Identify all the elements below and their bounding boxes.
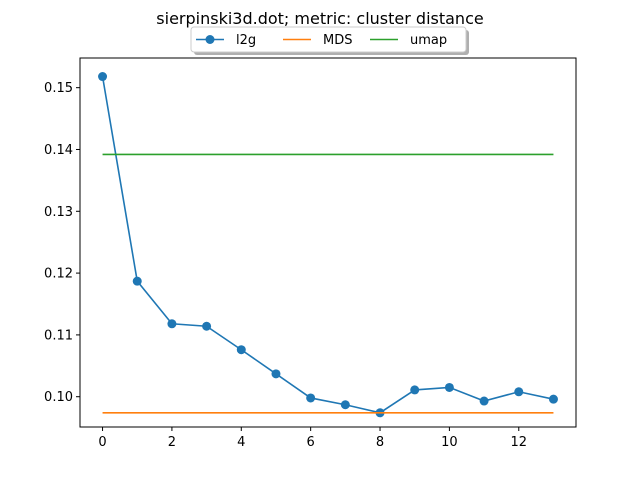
- plot-frame: [79, 57, 577, 428]
- data-point-l2g: [444, 382, 454, 392]
- x-tick-label: 8: [376, 435, 384, 450]
- data-point-l2g: [236, 345, 246, 355]
- data-point-l2g: [340, 400, 350, 410]
- x-tick-label: 4: [237, 435, 245, 450]
- data-point-l2g: [202, 321, 212, 331]
- legend-label-l2g: l2g: [236, 33, 256, 48]
- data-point-l2g: [98, 72, 108, 82]
- data-point-l2g: [271, 369, 281, 379]
- y-tick-label: 0.10: [44, 390, 73, 405]
- data-point-l2g: [548, 394, 558, 404]
- axis-layer: 0 2 4 6 8 10 12 0.10 0.11 0.12 0.13 0.14 0.15: [44, 81, 527, 450]
- y-tick-label: 0.15: [44, 81, 73, 96]
- legend-label-umap: umap: [410, 33, 447, 48]
- x-tick-label: 6: [307, 435, 315, 450]
- series-layer: [98, 72, 558, 418]
- x-tick-label: 10: [441, 435, 458, 450]
- y-tick-label: 0.14: [44, 143, 73, 158]
- legend: l2g MDS umap: [190, 26, 469, 55]
- data-point-l2g: [514, 387, 524, 397]
- data-point-l2g: [479, 396, 489, 406]
- series-line-l2g: [101, 76, 554, 414]
- x-tick-label: 2: [168, 435, 176, 450]
- legend-label-mds: MDS: [323, 33, 352, 48]
- data-point-l2g: [410, 385, 420, 395]
- legend-box: [190, 26, 467, 53]
- data-point-l2g: [132, 276, 142, 286]
- data-point-l2g: [167, 319, 177, 329]
- y-tick-label: 0.13: [44, 205, 73, 220]
- data-point-l2g: [306, 393, 316, 403]
- legend-marker-l2g: [205, 35, 215, 44]
- chart-title: sierpinski3d.dot; metric: cluster distan…: [156, 9, 483, 28]
- y-tick-label: 0.12: [44, 267, 73, 282]
- y-tick-label: 0.11: [44, 328, 73, 343]
- x-tick-label: 12: [510, 435, 527, 450]
- x-tick-label: 0: [98, 435, 106, 450]
